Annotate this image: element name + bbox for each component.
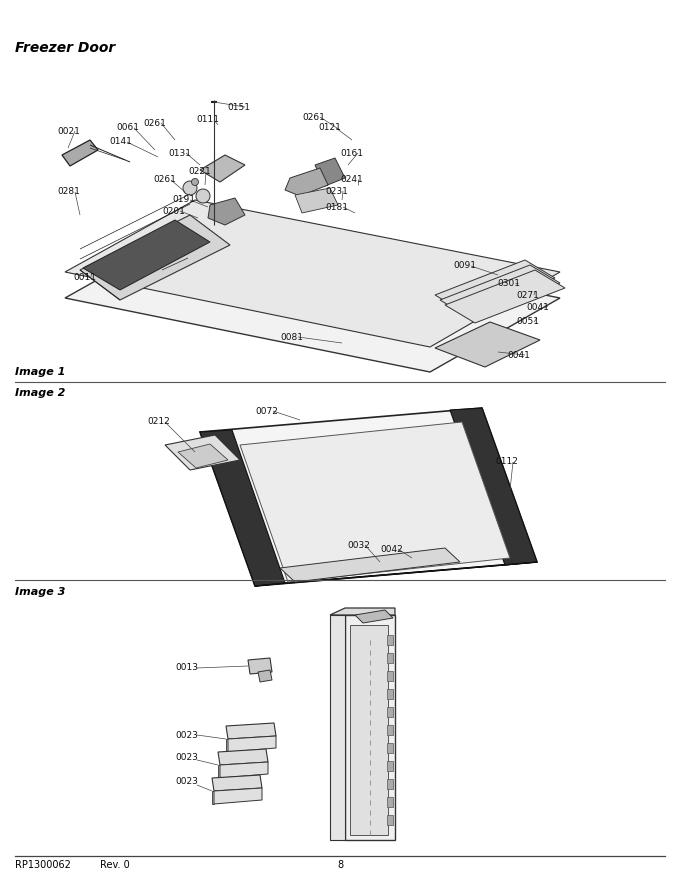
Polygon shape: [212, 775, 262, 791]
Polygon shape: [226, 739, 228, 752]
Circle shape: [192, 178, 199, 185]
Polygon shape: [315, 158, 345, 186]
Text: 0231: 0231: [325, 186, 348, 196]
Text: 0212: 0212: [147, 417, 170, 427]
Polygon shape: [387, 797, 393, 807]
Polygon shape: [435, 322, 540, 367]
Polygon shape: [355, 610, 393, 623]
Text: 8: 8: [337, 860, 343, 870]
Polygon shape: [65, 200, 560, 347]
Polygon shape: [387, 725, 393, 735]
Text: 0112: 0112: [495, 458, 518, 467]
Polygon shape: [345, 615, 395, 840]
Text: Freezer Door: Freezer Door: [15, 41, 115, 55]
Polygon shape: [387, 815, 393, 825]
Polygon shape: [387, 743, 393, 753]
Text: 0032: 0032: [347, 541, 370, 549]
Text: Image 1: Image 1: [15, 367, 65, 377]
Polygon shape: [218, 765, 220, 778]
Text: Rev. 0: Rev. 0: [100, 860, 130, 870]
Polygon shape: [387, 689, 393, 699]
Polygon shape: [435, 260, 555, 313]
Polygon shape: [280, 548, 460, 582]
Polygon shape: [240, 422, 510, 582]
Text: RP1300062: RP1300062: [15, 860, 71, 870]
Text: 0261: 0261: [143, 118, 166, 128]
Text: 0181: 0181: [325, 203, 348, 212]
Polygon shape: [387, 707, 393, 717]
Text: 0081: 0081: [280, 333, 303, 341]
Text: 0011: 0011: [73, 273, 96, 281]
Text: 0091: 0091: [453, 261, 476, 271]
Text: 0041: 0041: [507, 350, 530, 360]
Polygon shape: [200, 430, 285, 586]
Polygon shape: [226, 723, 276, 739]
Text: 0271: 0271: [516, 290, 539, 300]
Text: 0121: 0121: [318, 123, 341, 132]
Text: 0261: 0261: [302, 113, 325, 122]
Polygon shape: [330, 608, 395, 615]
Text: 0221: 0221: [188, 168, 211, 176]
Text: 0021: 0021: [57, 126, 80, 136]
Polygon shape: [350, 625, 388, 835]
Text: 0042: 0042: [380, 544, 403, 554]
Text: 0061: 0061: [116, 123, 139, 132]
Text: 0131: 0131: [168, 148, 191, 158]
Polygon shape: [165, 435, 240, 470]
Text: 0161: 0161: [340, 148, 363, 158]
Text: 0191: 0191: [172, 196, 195, 205]
Polygon shape: [214, 788, 262, 804]
Polygon shape: [212, 791, 214, 804]
Text: 0151: 0151: [227, 102, 250, 111]
Text: 0141: 0141: [109, 138, 132, 146]
Text: Image 3: Image 3: [15, 587, 65, 597]
Polygon shape: [178, 444, 228, 468]
Text: 0013: 0013: [175, 663, 198, 672]
Text: 0041: 0041: [526, 303, 549, 312]
Text: 0261: 0261: [153, 176, 176, 184]
Text: 0241: 0241: [340, 175, 362, 183]
Polygon shape: [387, 653, 393, 663]
Text: 0023: 0023: [175, 753, 198, 763]
Text: 0051: 0051: [516, 318, 539, 326]
Polygon shape: [220, 762, 268, 778]
Text: 0201: 0201: [162, 206, 185, 215]
Polygon shape: [295, 188, 338, 213]
Polygon shape: [387, 635, 393, 645]
Polygon shape: [62, 140, 98, 166]
Polygon shape: [258, 670, 272, 682]
Polygon shape: [387, 761, 393, 771]
Polygon shape: [248, 658, 272, 674]
Polygon shape: [200, 155, 245, 182]
Polygon shape: [65, 225, 560, 372]
Polygon shape: [450, 408, 537, 565]
Polygon shape: [387, 671, 393, 681]
Polygon shape: [228, 736, 276, 752]
Text: 0111: 0111: [196, 116, 219, 124]
Circle shape: [183, 181, 197, 195]
Polygon shape: [200, 408, 537, 586]
Polygon shape: [83, 220, 210, 290]
Polygon shape: [208, 198, 245, 225]
Polygon shape: [218, 749, 268, 765]
Text: 0072: 0072: [255, 407, 278, 415]
Text: 0023: 0023: [175, 778, 198, 787]
Polygon shape: [387, 779, 393, 789]
Text: 0301: 0301: [497, 279, 520, 288]
Polygon shape: [330, 615, 345, 840]
Polygon shape: [285, 168, 328, 196]
Polygon shape: [445, 270, 565, 323]
Text: Image 2: Image 2: [15, 388, 65, 398]
Text: 0281: 0281: [57, 188, 80, 197]
Polygon shape: [440, 265, 560, 318]
Polygon shape: [80, 215, 230, 300]
Circle shape: [196, 189, 210, 203]
Polygon shape: [255, 562, 537, 586]
Text: 0023: 0023: [175, 730, 198, 739]
